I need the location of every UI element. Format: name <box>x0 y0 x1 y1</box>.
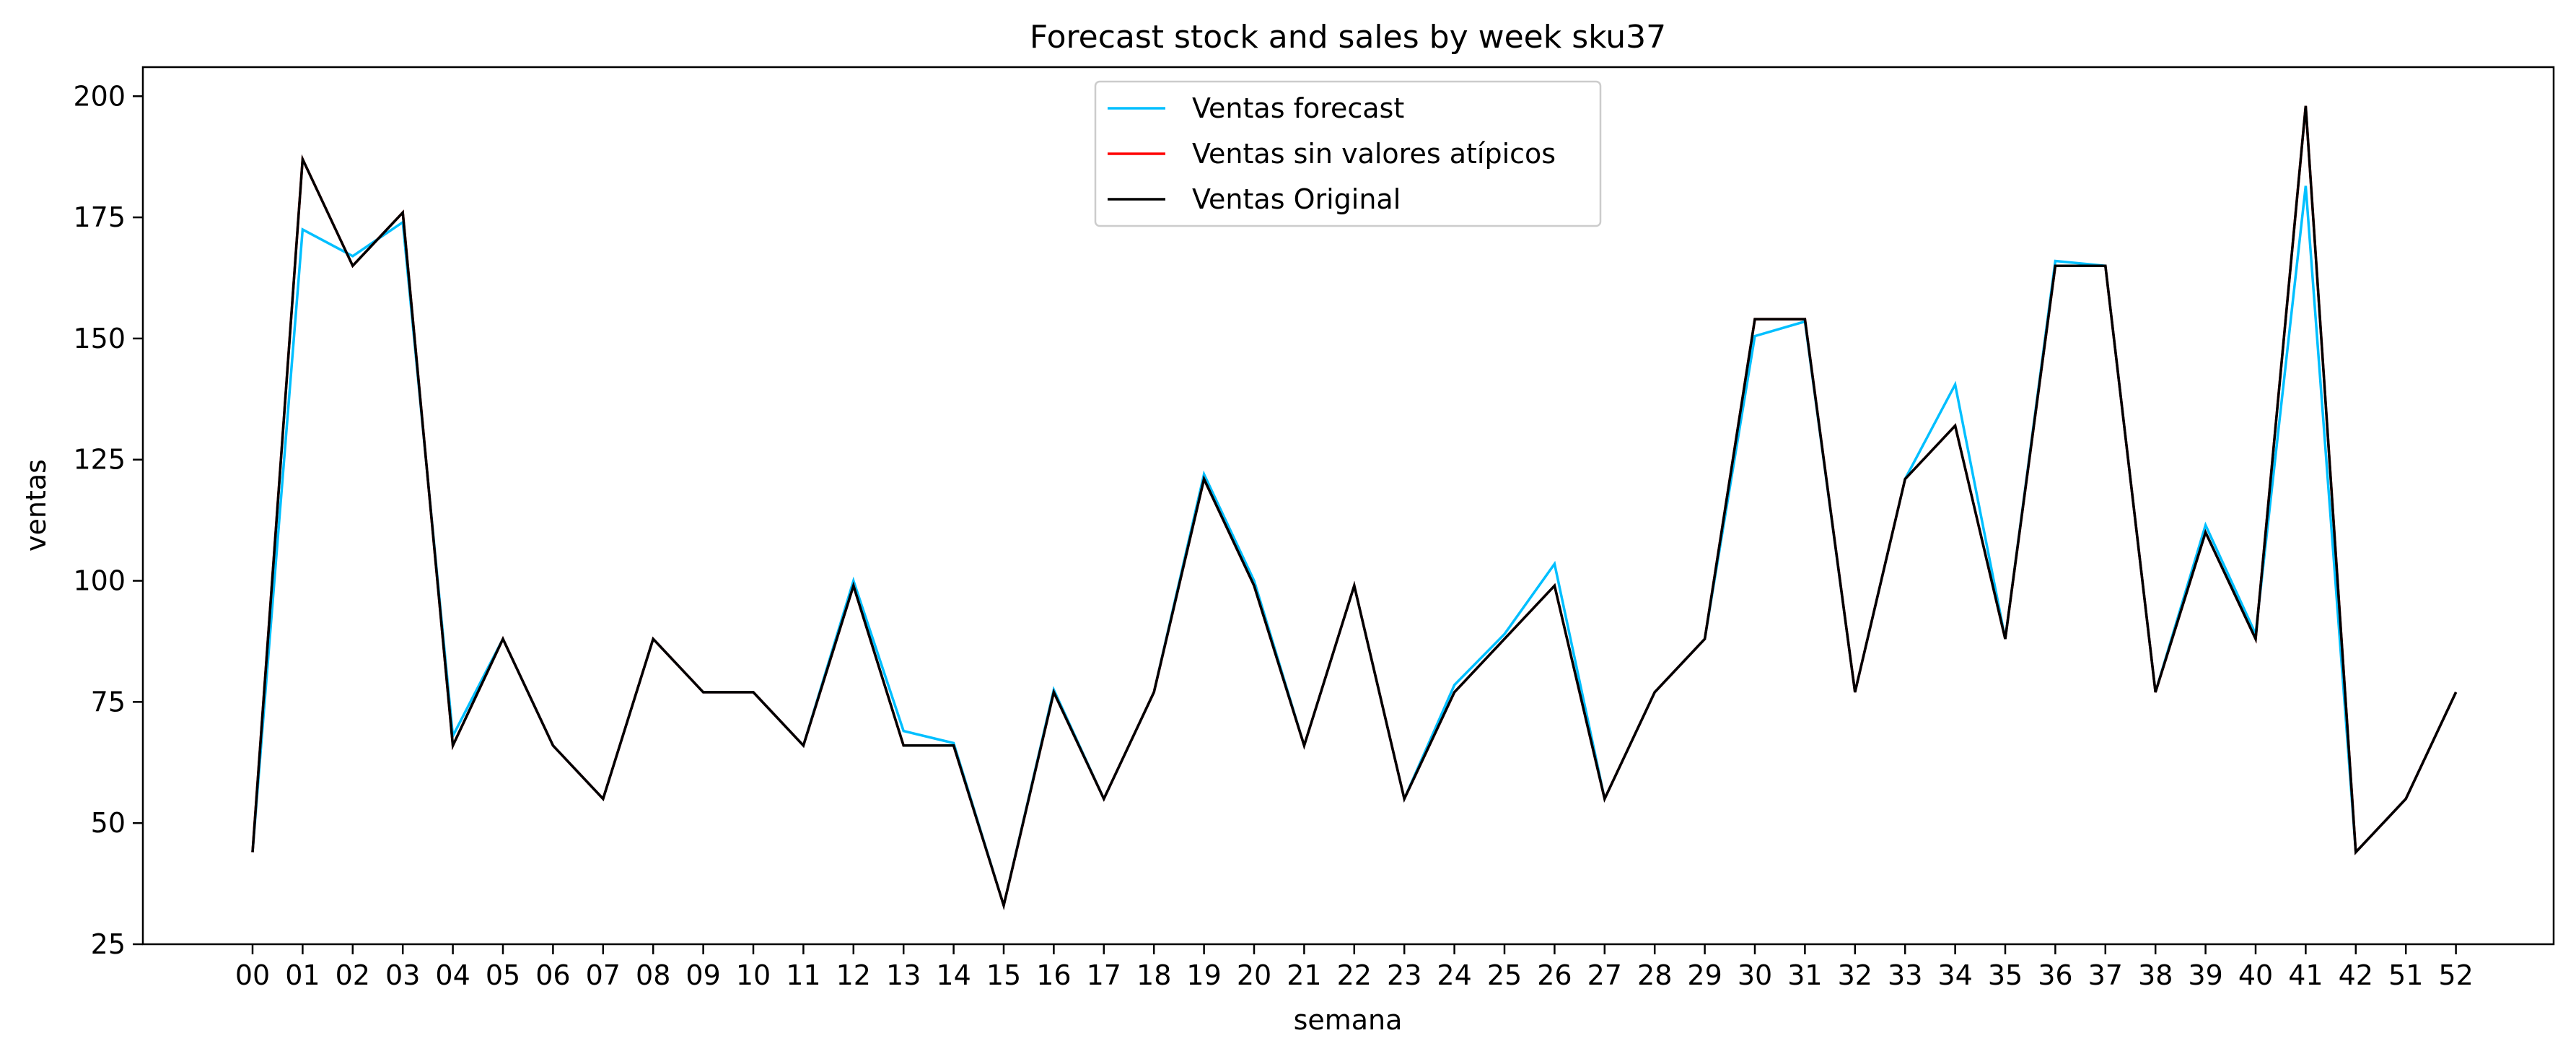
x-tick-label: 24 <box>1437 959 1471 991</box>
series-line-3 <box>251 105 2458 910</box>
x-tick-label: 14 <box>936 959 971 991</box>
x-tick-label: 09 <box>685 959 720 991</box>
x-tick-label: 16 <box>1036 959 1071 991</box>
legend-label-1: Ventas forecast <box>1192 92 1404 124</box>
x-tick-label: 27 <box>1587 959 1622 991</box>
y-axis-ticks: 25 50 75 100 125 150 175 200 <box>73 80 143 960</box>
legend-label-2: Ventas sin valores atípicos <box>1192 138 1556 170</box>
y-tick-label: 75 <box>91 686 126 718</box>
x-tick-label: 39 <box>2188 959 2222 991</box>
x-tick-label: 22 <box>1337 959 1372 991</box>
x-tick-label: 11 <box>786 959 820 991</box>
x-tick-label: 03 <box>385 959 420 991</box>
x-tick-label: 38 <box>2138 959 2173 991</box>
x-tick-label: 40 <box>2238 959 2273 991</box>
x-tick-label: 34 <box>1937 959 1972 991</box>
x-tick-label: 28 <box>1637 959 1672 991</box>
x-tick-label: 07 <box>586 959 621 991</box>
plot-series <box>251 105 2458 911</box>
x-tick-label: 36 <box>2038 959 2072 991</box>
x-tick-label: 20 <box>1237 959 1271 991</box>
y-tick-label: 50 <box>91 807 126 839</box>
x-tick-label: 25 <box>1487 959 1522 991</box>
x-tick-label: 51 <box>2388 959 2423 991</box>
y-axis-label: ventas <box>20 459 52 552</box>
plot-frame <box>141 66 2555 946</box>
x-axis-label: semana <box>1294 1004 1403 1036</box>
y-tick-label: 125 <box>73 444 126 476</box>
legend: Ventas forecast Ventas sin valores atípic… <box>1094 80 1602 227</box>
x-tick-label: 33 <box>1888 959 1922 991</box>
legend-label-3: Ventas Original <box>1192 183 1401 215</box>
x-tick-label: 10 <box>736 959 771 991</box>
x-tick-label: 32 <box>1838 959 1872 991</box>
x-tick-label: 42 <box>2339 959 2373 991</box>
x-tick-label: 19 <box>1186 959 1221 991</box>
legend-box <box>1094 80 1602 227</box>
x-tick-label: 06 <box>535 959 570 991</box>
x-tick-label: 52 <box>2438 959 2473 991</box>
y-tick-label: 100 <box>73 565 126 597</box>
x-tick-label: 30 <box>1738 959 1772 991</box>
x-tick-label: 15 <box>986 959 1021 991</box>
x-tick-label: 02 <box>336 959 370 991</box>
x-tick-label: 01 <box>285 959 320 991</box>
y-tick-label: 150 <box>73 323 126 354</box>
x-tick-label: 23 <box>1387 959 1421 991</box>
x-tick-label: 04 <box>435 959 470 991</box>
x-tick-label: 05 <box>486 959 520 991</box>
x-tick-label: 37 <box>2088 959 2123 991</box>
y-tick-label: 200 <box>73 80 126 112</box>
x-tick-label: 00 <box>235 959 270 991</box>
x-tick-label: 41 <box>2288 959 2323 991</box>
x-tick-label: 35 <box>1988 959 2023 991</box>
y-tick-label: 175 <box>73 201 126 233</box>
y-tick-label: 25 <box>91 928 126 960</box>
x-tick-label: 31 <box>1787 959 1822 991</box>
x-axis-ticks: 00 01 02 03 04 05 06 07 08 09 10 11 12 13 14 15 16 17 18 19… <box>235 944 2474 991</box>
x-tick-label: 18 <box>1136 959 1171 991</box>
x-tick-label: 17 <box>1087 959 1121 991</box>
x-tick-label: 12 <box>836 959 871 991</box>
x-tick-label: 21 <box>1287 959 1321 991</box>
x-tick-label: 08 <box>636 959 670 991</box>
chart-title: Forecast stock and sales by week sku37 <box>1030 19 1666 56</box>
x-tick-label: 29 <box>1687 959 1722 991</box>
x-tick-label: 13 <box>886 959 921 991</box>
x-tick-label: 26 <box>1537 959 1572 991</box>
